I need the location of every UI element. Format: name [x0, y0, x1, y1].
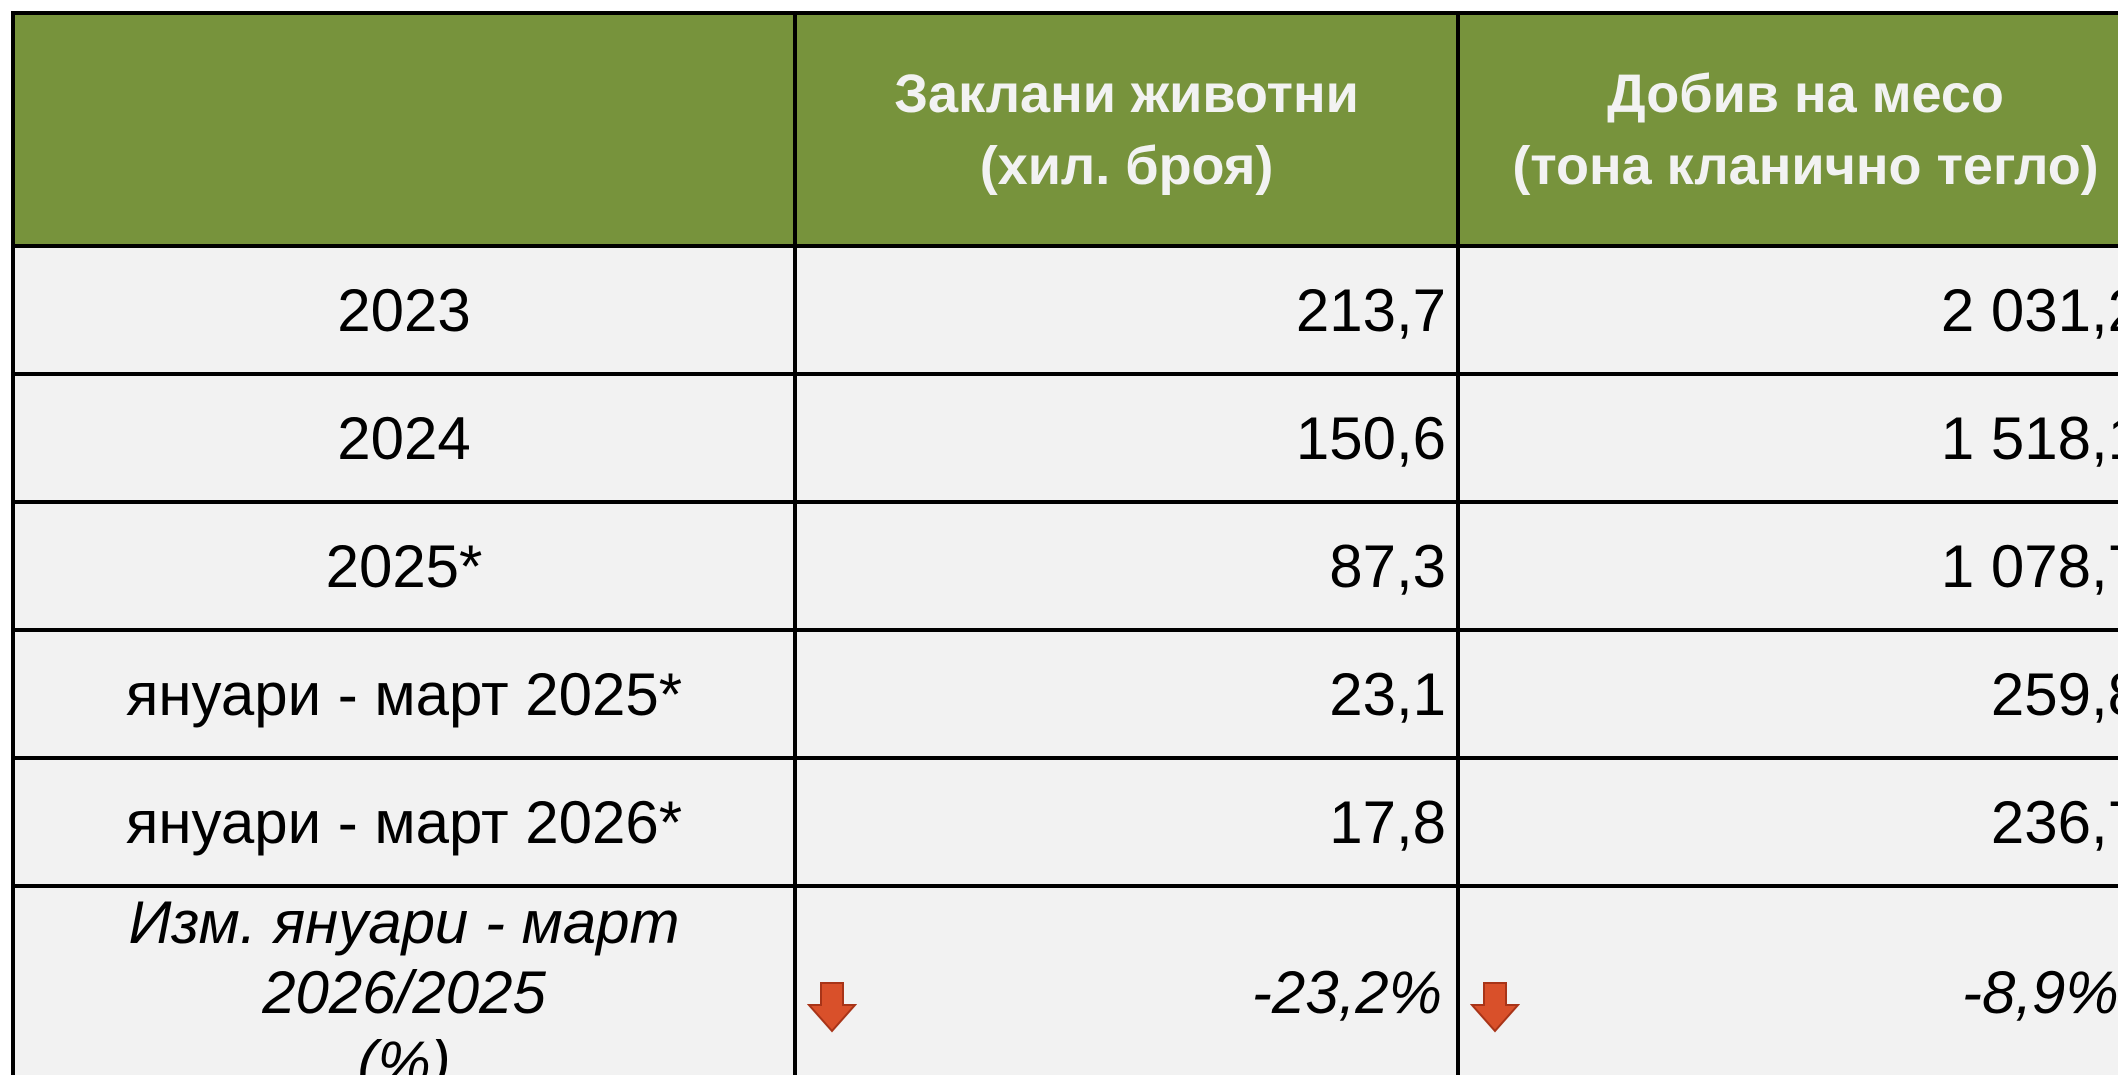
change-value: -23,2%	[1251, 959, 1442, 1026]
header-cell-empty	[11, 11, 797, 248]
change-cell: -8,9%	[1456, 884, 2118, 1075]
value-cell: 150,6	[793, 372, 1460, 504]
header-row: Заклани животни (хил. броя) Добив на месо…	[11, 11, 2118, 248]
value-cell: 259,8	[1456, 628, 2118, 760]
header-line: Заклани животни	[894, 63, 1359, 124]
row-label: 2024	[11, 372, 797, 504]
data-table: Заклани животни (хил. броя) Добив на месо…	[11, 11, 2118, 1075]
value-cell: 23,1	[793, 628, 1460, 760]
header-line: Добив на месо	[1607, 63, 2004, 124]
row-label: януари - март 2026*	[11, 756, 797, 888]
value-cell: 17,8	[793, 756, 1460, 888]
row-label: 2025*	[11, 500, 797, 632]
change-value: -8,9%	[1962, 959, 2118, 1026]
header-cell: Заклани животни (хил. броя)	[793, 11, 1460, 248]
cell-content: -8,9%	[1460, 888, 2118, 1075]
header-line: (тона кланично тегло)	[1512, 135, 2099, 196]
value-cell: 87,3	[793, 500, 1460, 632]
row-label: януари - март 2025*	[11, 628, 797, 760]
row-label: 2023	[11, 244, 797, 376]
change-row: Изм. януари - март 2026/2025 (%) -23,2% -…	[11, 884, 2118, 1075]
value-cell: 1 078,7	[1456, 500, 2118, 632]
header-cell: Добив на месо (тона кланично тегло)	[1456, 11, 2118, 248]
value-cell: 236,7	[1456, 756, 2118, 888]
value-cell: 213,7	[793, 244, 1460, 376]
value-cell: 2 031,2	[1456, 244, 2118, 376]
header-line: (хил. броя)	[979, 135, 1274, 196]
down-arrow-icon	[1470, 982, 1520, 1033]
cell-content: -23,2%	[797, 888, 1456, 1075]
value-cell: 1 518,1	[1456, 372, 2118, 504]
change-label: Изм. януари - март 2026/2025 (%)	[11, 884, 797, 1075]
change-cell: -23,2%	[793, 884, 1460, 1075]
label-line: Изм. януари - март 2026/2025	[128, 889, 680, 1026]
label-line: (%)	[357, 1029, 451, 1075]
data-row: 2025*87,31 078,7	[11, 500, 2118, 632]
down-arrow-icon	[807, 982, 857, 1033]
